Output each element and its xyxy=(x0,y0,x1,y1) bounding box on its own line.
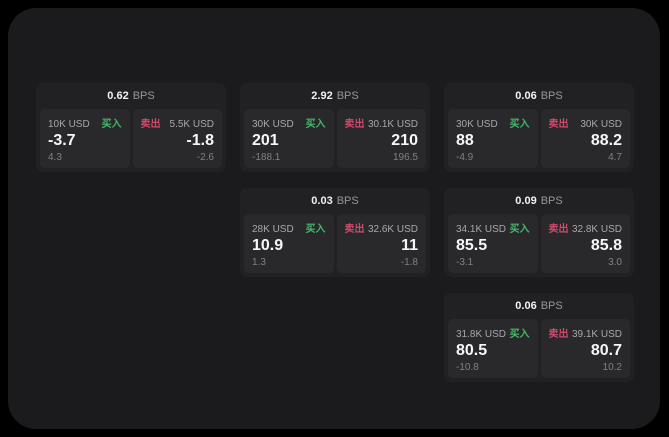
bps-header: 2.92 BPS xyxy=(240,83,430,109)
sell-amount: 32.8K USD xyxy=(571,224,622,235)
buy-side-label: 买入 xyxy=(305,224,326,235)
quote-card-6: 0.06 BPS 31.8K USD 买入 80.5 -10.8 卖出 39.1… xyxy=(444,293,634,382)
main-panel: 0.62 BPS 10K USD 买入 -3.7 4.3 卖出 5.5K USD… xyxy=(8,8,660,429)
sell-side-label: 卖出 xyxy=(548,224,569,235)
sell-tile[interactable]: 卖出 30K USD 88.2 4.7 xyxy=(540,109,630,168)
sell-delta: 10.2 xyxy=(602,362,622,373)
bps-suffix: BPS xyxy=(540,195,563,207)
sell-delta: 3.0 xyxy=(608,257,622,268)
sell-amount: 32.6K USD xyxy=(367,224,418,235)
sell-tile[interactable]: 卖出 32.8K USD 85.8 3.0 xyxy=(540,214,630,273)
sell-delta: -1.8 xyxy=(400,257,418,268)
bps-header: 0.06 BPS xyxy=(444,83,634,109)
bps-header: 0.03 BPS xyxy=(240,188,430,214)
bps-header: 0.09 BPS xyxy=(444,188,634,214)
sell-delta: -2.6 xyxy=(196,152,214,163)
sell-delta: 4.7 xyxy=(608,152,622,163)
sell-price: 210 xyxy=(391,132,418,149)
buy-side-label: 买入 xyxy=(101,119,122,130)
buy-tile[interactable]: 31.8K USD 买入 80.5 -10.8 xyxy=(448,319,538,378)
bps-value: 2.92 xyxy=(311,90,333,102)
quote-card-4: 0.03 BPS 28K USD 买入 10.9 1.3 卖出 32.6K US… xyxy=(240,188,430,277)
bps-suffix: BPS xyxy=(132,90,155,102)
buy-amount: 34.1K USD xyxy=(456,224,507,235)
sell-delta: 196.5 xyxy=(392,152,418,163)
sell-amount: 30.1K USD xyxy=(367,119,418,130)
buy-side-label: 买入 xyxy=(509,329,530,340)
buy-amount: 10K USD xyxy=(48,119,90,130)
buy-side-label: 买入 xyxy=(509,119,530,130)
buy-delta: -188.1 xyxy=(252,152,281,163)
buy-delta: -4.9 xyxy=(456,152,474,163)
buy-amount: 31.8K USD xyxy=(456,329,507,340)
buy-delta: -3.1 xyxy=(456,257,474,268)
buy-delta: 4.3 xyxy=(48,152,62,163)
buy-price: 201 xyxy=(252,132,279,149)
bps-suffix: BPS xyxy=(540,90,563,102)
bps-value: 0.62 xyxy=(107,90,129,102)
buy-price: -3.7 xyxy=(48,132,76,149)
bps-header: 0.62 BPS xyxy=(36,83,226,109)
sell-price: 88.2 xyxy=(590,132,622,149)
buy-tile[interactable]: 34.1K USD 买入 85.5 -3.1 xyxy=(448,214,538,273)
buy-price: 10.9 xyxy=(252,237,284,254)
bps-value: 0.03 xyxy=(311,195,333,207)
buy-price: 80.5 xyxy=(456,342,488,359)
bps-header: 0.06 BPS xyxy=(444,293,634,319)
quote-card-3: 0.06 BPS 30K USD 买入 88 -4.9 卖出 30K USD 8… xyxy=(444,83,634,172)
quote-card-2: 2.92 BPS 30K USD 买入 201 -188.1 卖出 30.1K … xyxy=(240,83,430,172)
buy-price: 85.5 xyxy=(456,237,488,254)
sell-tile[interactable]: 卖出 32.6K USD 11 -1.8 xyxy=(336,214,426,273)
sell-tile[interactable]: 卖出 39.1K USD 80.7 10.2 xyxy=(540,319,630,378)
buy-tile[interactable]: 10K USD 买入 -3.7 4.3 xyxy=(40,109,130,168)
sell-amount: 39.1K USD xyxy=(571,329,622,340)
sell-tile[interactable]: 卖出 5.5K USD -1.8 -2.6 xyxy=(132,109,222,168)
buy-delta: 1.3 xyxy=(252,257,266,268)
buy-side-label: 买入 xyxy=(509,224,530,235)
sell-price: 85.8 xyxy=(590,237,622,254)
sell-price: -1.8 xyxy=(186,132,214,149)
bps-suffix: BPS xyxy=(336,195,359,207)
buy-price: 88 xyxy=(456,132,474,149)
buy-tile[interactable]: 30K USD 买入 88 -4.9 xyxy=(448,109,538,168)
buy-delta: -10.8 xyxy=(456,362,479,373)
buy-amount: 30K USD xyxy=(456,119,498,130)
sell-price: 11 xyxy=(401,237,418,254)
sell-side-label: 卖出 xyxy=(344,224,365,235)
quote-card-5: 0.09 BPS 34.1K USD 买入 85.5 -3.1 卖出 32.8K… xyxy=(444,188,634,277)
bps-value: 0.06 xyxy=(515,300,537,312)
sell-amount: 5.5K USD xyxy=(169,119,214,130)
bps-value: 0.06 xyxy=(515,90,537,102)
sell-price: 80.7 xyxy=(590,342,622,359)
sell-side-label: 卖出 xyxy=(140,119,161,130)
buy-amount: 28K USD xyxy=(252,224,294,235)
sell-tile[interactable]: 卖出 30.1K USD 210 196.5 xyxy=(336,109,426,168)
sell-amount: 30K USD xyxy=(580,119,622,130)
sell-side-label: 卖出 xyxy=(344,119,365,130)
sell-side-label: 卖出 xyxy=(548,119,569,130)
buy-tile[interactable]: 30K USD 买入 201 -188.1 xyxy=(244,109,334,168)
bps-suffix: BPS xyxy=(336,90,359,102)
sell-side-label: 卖出 xyxy=(548,329,569,340)
buy-tile[interactable]: 28K USD 买入 10.9 1.3 xyxy=(244,214,334,273)
quote-card-1: 0.62 BPS 10K USD 买入 -3.7 4.3 卖出 5.5K USD… xyxy=(36,83,226,172)
buy-amount: 30K USD xyxy=(252,119,294,130)
bps-suffix: BPS xyxy=(540,300,563,312)
bps-value: 0.09 xyxy=(515,195,537,207)
buy-side-label: 买入 xyxy=(305,119,326,130)
